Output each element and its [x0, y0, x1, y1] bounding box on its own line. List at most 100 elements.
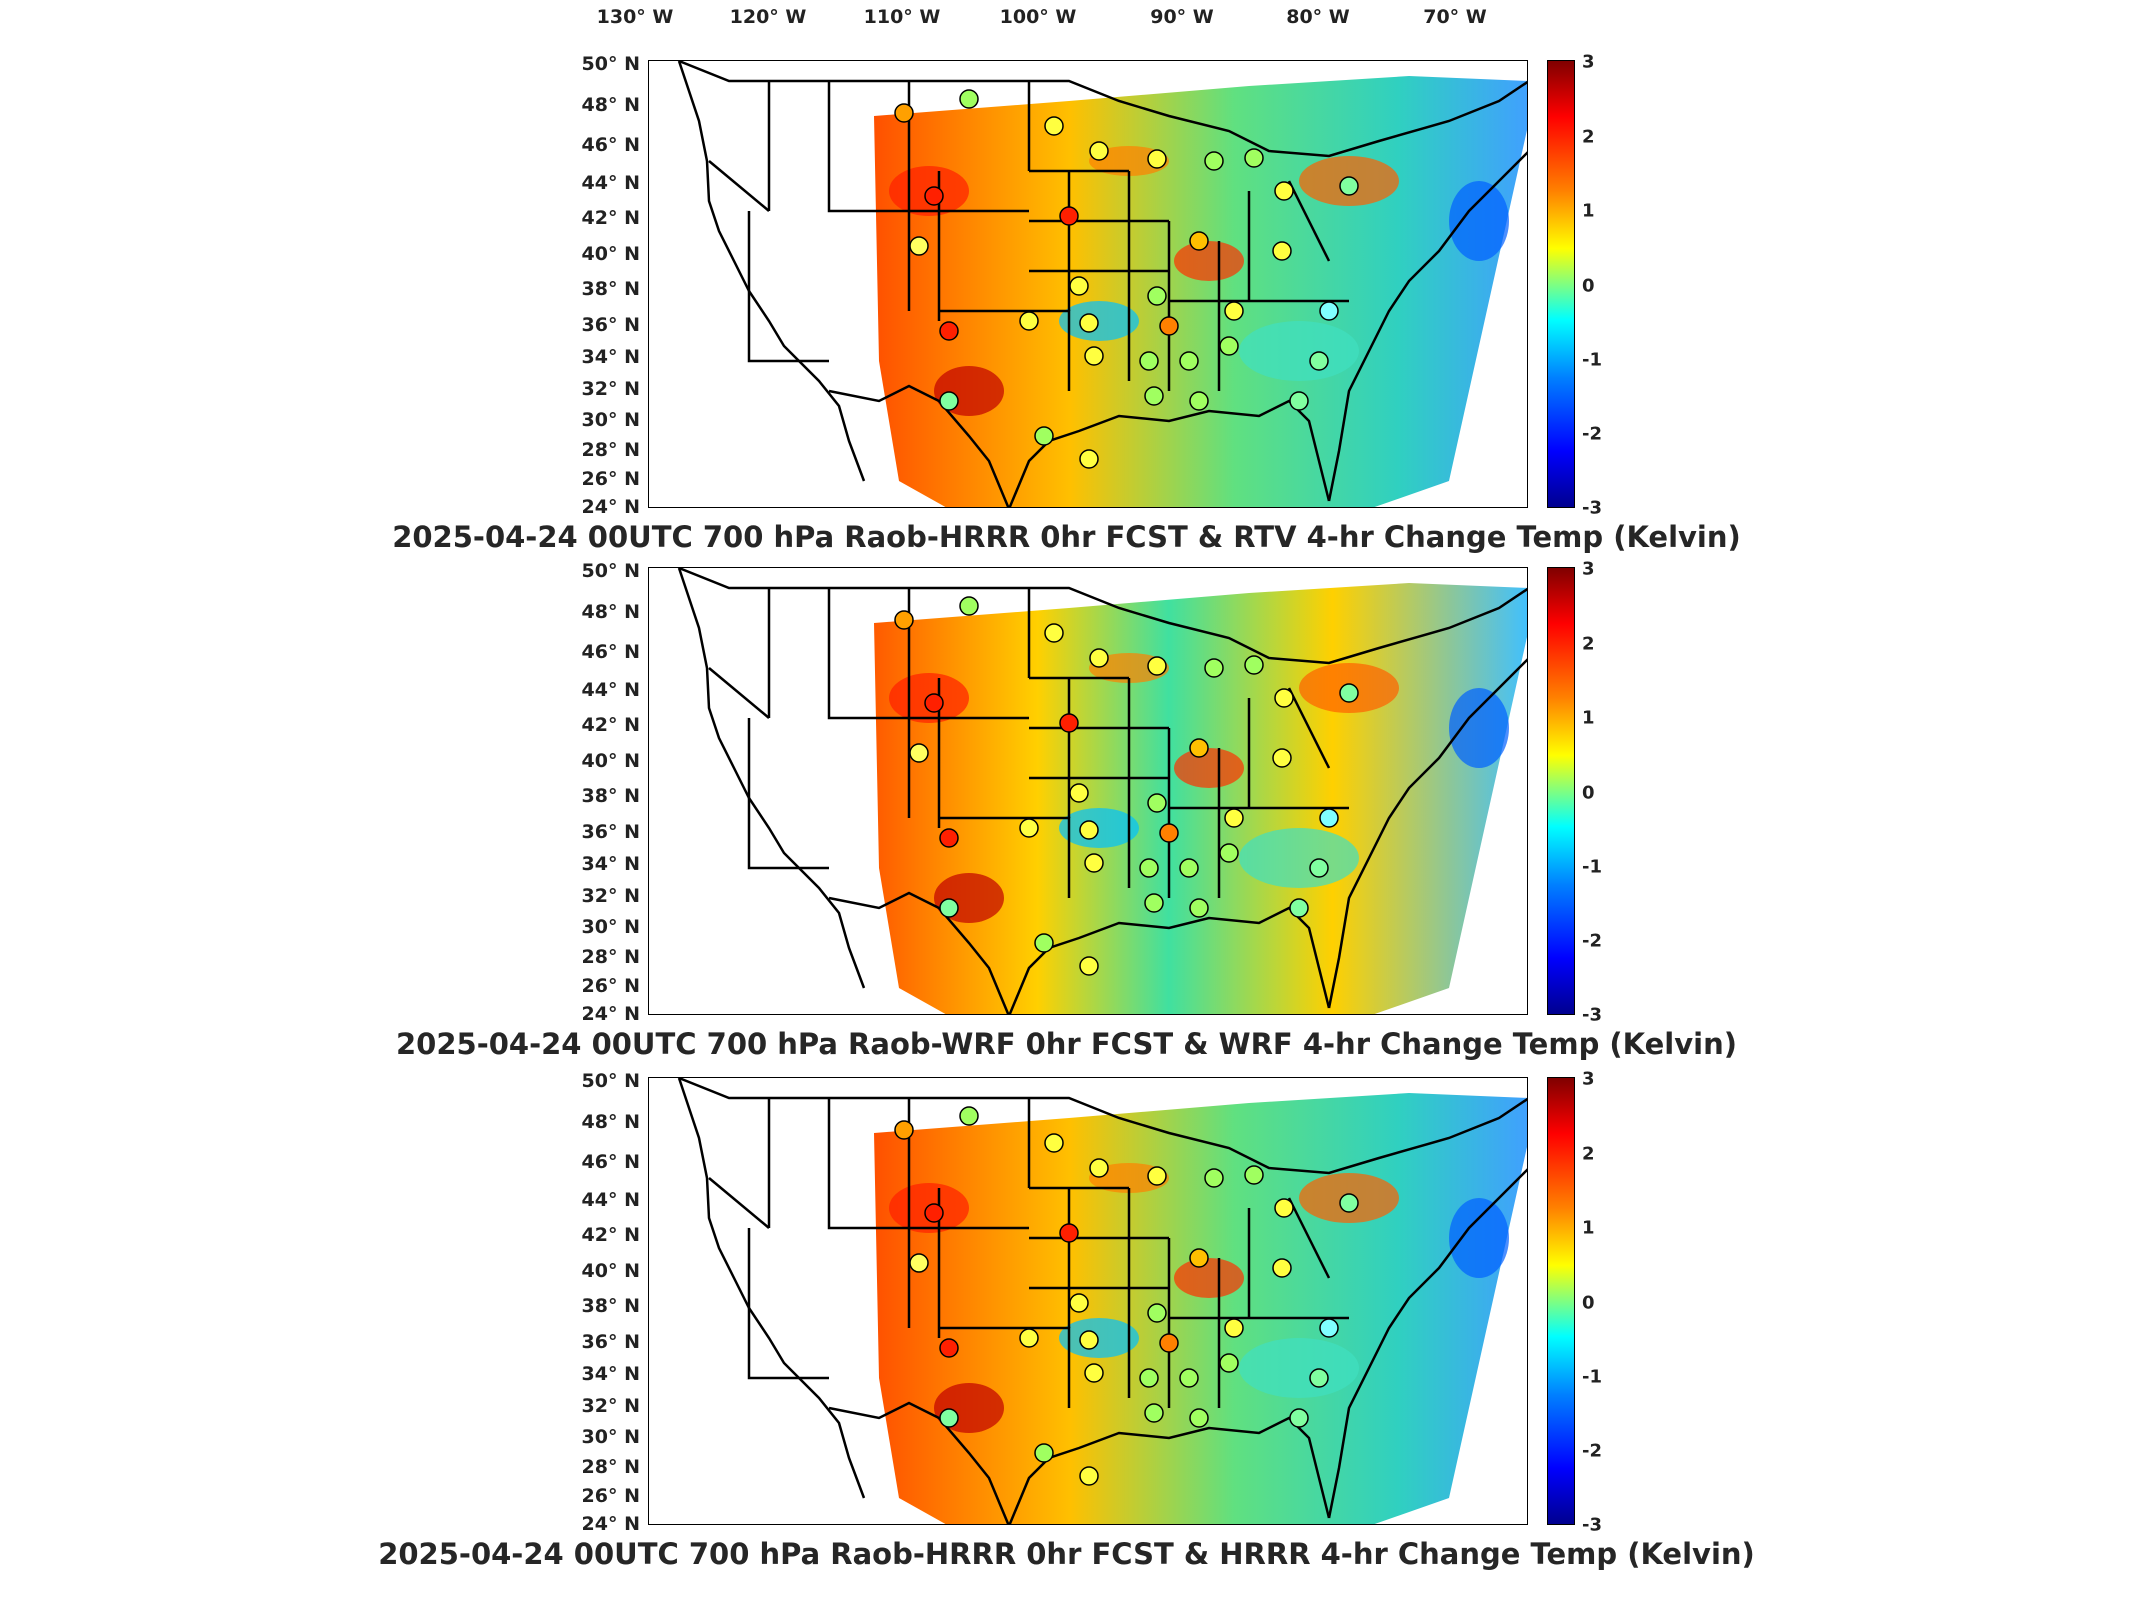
latitude-label: 32° N	[581, 378, 640, 400]
raob-station-marker	[1309, 1368, 1329, 1388]
boundary-line	[828, 1401, 1010, 1524]
raob-station-marker	[1069, 1293, 1089, 1313]
raob-station-marker	[1139, 1368, 1159, 1388]
temperature-anomaly-area	[1449, 181, 1509, 261]
raob-station-marker	[1139, 858, 1159, 878]
raob-station-marker	[894, 103, 914, 123]
raob-station-marker	[1319, 1318, 1339, 1338]
boundary-line	[828, 384, 1010, 507]
boundary-line	[939, 816, 1071, 898]
latitude-label: 40° N	[581, 750, 640, 772]
boundary-line	[747, 211, 829, 363]
raob-station-marker	[1144, 893, 1164, 913]
colorbar-tick-label: 2	[1582, 126, 1595, 148]
temperature-anomaly-area	[1174, 748, 1244, 788]
boundary-line	[1327, 151, 1527, 502]
boundary-line	[827, 1098, 909, 1230]
latitude-label: 34° N	[581, 346, 640, 368]
colorbar-tick-label: 3	[1582, 51, 1595, 73]
raob-station-marker	[1059, 713, 1079, 733]
raob-station-marker	[959, 89, 979, 109]
latitude-label: 32° N	[581, 885, 640, 907]
longitude-label: 120° W	[729, 6, 807, 28]
latitude-label: 44° N	[581, 1189, 640, 1211]
latitude-label: 30° N	[581, 409, 640, 431]
temperature-anomaly-area	[1059, 301, 1139, 341]
raob-station-marker	[1019, 818, 1039, 838]
latitude-label: 50° N	[581, 560, 640, 582]
boundary-line	[677, 1078, 866, 1499]
raob-station-marker	[1244, 655, 1264, 675]
latitude-label: 26° N	[581, 468, 640, 490]
latitude-label: 26° N	[581, 975, 640, 997]
colorbar-tick-label: 2	[1582, 633, 1595, 655]
raob-station-marker	[909, 1253, 929, 1273]
raob-station-marker	[1309, 858, 1329, 878]
colorbar	[1547, 60, 1575, 508]
raob-station-marker	[1147, 656, 1167, 676]
colorbar-tick-label: -2	[1582, 1440, 1602, 1462]
raob-station-marker	[1059, 206, 1079, 226]
raob-station-marker	[1147, 149, 1167, 169]
raob-station-marker	[1189, 391, 1209, 411]
raob-station-marker	[1244, 1165, 1264, 1185]
raob-station-marker	[939, 321, 959, 341]
raob-station-marker	[1084, 853, 1104, 873]
raob-station-marker	[924, 1203, 944, 1223]
colorbar-tick-label: -1	[1582, 856, 1602, 878]
colorbar	[1547, 1077, 1575, 1525]
latitude-label: 42° N	[581, 1224, 640, 1246]
temperature-field	[874, 76, 1527, 507]
raob-station-marker	[1224, 1318, 1244, 1338]
boundary-line	[1287, 1197, 1331, 1279]
raob-station-marker	[1179, 351, 1199, 371]
raob-station-marker	[1319, 808, 1339, 828]
raob-station-marker	[1309, 351, 1329, 371]
latitude-label: 46° N	[581, 134, 640, 156]
colorbar-tick-label: -3	[1582, 1004, 1602, 1026]
panel-title: 2025-04-24 00UTC 700 hPa Raob-HRRR 0hr F…	[378, 1537, 1755, 1571]
temperature-anomaly-area	[1449, 1198, 1509, 1278]
latitude-label: 30° N	[581, 916, 640, 938]
raob-station-marker	[1272, 748, 1292, 768]
raob-station-marker	[1339, 1193, 1359, 1213]
raob-station-marker	[1289, 898, 1309, 918]
temperature-anomaly-area	[1059, 808, 1139, 848]
panel-title: 2025-04-24 00UTC 700 hPa Raob-WRF 0hr FC…	[395, 1027, 1737, 1061]
raob-station-marker	[1034, 933, 1054, 953]
raob-station-marker	[1272, 241, 1292, 261]
latitude-label: 46° N	[581, 1151, 640, 1173]
raob-station-marker	[1144, 1403, 1164, 1423]
raob-station-marker	[1079, 956, 1099, 976]
colorbar	[1547, 567, 1575, 1015]
temperature-anomaly-area	[1174, 241, 1244, 281]
temperature-field-map	[677, 61, 1527, 507]
raob-station-marker	[1179, 858, 1199, 878]
raob-station-marker	[1069, 783, 1089, 803]
longitude-label: 130° W	[596, 6, 674, 28]
latitude-label: 42° N	[581, 714, 640, 736]
raob-station-marker	[1189, 231, 1209, 251]
raob-station-marker	[1189, 898, 1209, 918]
raob-station-marker	[1034, 426, 1054, 446]
raob-station-marker	[1189, 1248, 1209, 1268]
longitude-label: 90° W	[1150, 6, 1214, 28]
boundary-line	[708, 667, 770, 719]
raob-station-marker	[939, 1408, 959, 1428]
map-frame	[648, 1077, 1528, 1525]
raob-station-marker	[939, 391, 959, 411]
colorbar-tick-label: 1	[1582, 200, 1595, 222]
colorbar-tick-label: 3	[1582, 558, 1595, 580]
longitude-label: 110° W	[863, 6, 941, 28]
latitude-label: 48° N	[581, 601, 640, 623]
raob-station-marker	[1179, 1368, 1199, 1388]
raob-station-marker	[1079, 449, 1099, 469]
panel-title: 2025-04-24 00UTC 700 hPa Raob-HRRR 0hr F…	[392, 520, 1741, 554]
latitude-label: 38° N	[581, 785, 640, 807]
raob-station-marker	[924, 693, 944, 713]
raob-station-marker	[1339, 176, 1359, 196]
raob-station-marker	[1079, 1330, 1099, 1350]
latitude-label: 44° N	[581, 172, 640, 194]
raob-station-marker	[1204, 151, 1224, 171]
boundary-line	[939, 1326, 1071, 1408]
